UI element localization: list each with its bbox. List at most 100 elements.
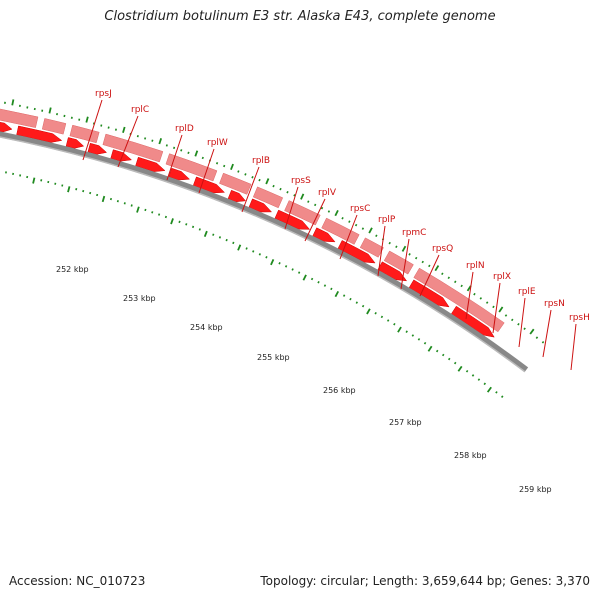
inner-tick [334,290,340,298]
outer-tick [85,116,89,123]
outer-tick [523,327,526,330]
inner-tick [237,244,242,251]
leader-line [570,323,577,371]
kbp-label: 257 kbp [389,418,422,427]
outer-tick [320,206,324,210]
gene-label-rplB: rplB [252,156,270,166]
gene-label-rpsQ: rpsQ [432,244,453,254]
inner-tick [483,382,487,386]
kbp-label: 254 kbp [190,323,223,332]
outer-tick [334,209,339,217]
leader-line [284,186,299,230]
inner-tick [178,220,181,224]
outer-tick [414,256,418,260]
inner-tick [448,357,451,361]
outer-tick [136,134,139,138]
leader-line [465,271,474,320]
gene-label-rplV: rplV [318,188,337,198]
inner-tick [218,236,222,239]
inner-tick [158,213,161,216]
outer-tick [327,210,331,213]
inner-tick [164,215,167,219]
inner-tick [198,228,201,231]
leader-line [241,166,260,213]
topology-stats: Topology: circular; Length: 3,659,644 bp… [260,574,590,588]
minus-gene-arrow [65,137,85,149]
inner-tick [317,281,320,284]
kbp-label: 258 kbp [454,451,487,460]
plus-strand-track [0,108,505,333]
outer-tick [122,126,126,134]
inner-tick [258,253,261,256]
inner-tick [130,204,133,207]
inner-tick [109,197,113,201]
inner-tick [302,274,307,281]
leader-line [492,282,501,334]
inner-tick [330,287,333,291]
outer-tick [388,241,391,245]
inner-tick [453,361,457,365]
inner-tick [144,208,147,212]
inner-tick [32,177,36,184]
inner-tick [225,238,228,242]
leader-line [117,115,139,168]
outer-tick [237,170,240,173]
outer-tick [158,138,163,145]
inner-tick [380,315,384,319]
outer-tick [258,178,261,182]
kbp-label: 259 kbp [519,485,552,494]
outer-tick [114,128,117,131]
gene-label-rplD: rplD [175,124,194,134]
inner-tick [212,233,215,236]
outer-tick [395,245,398,249]
inner-tick [75,188,78,191]
inner-tick [495,391,498,394]
gene-leader-lines [82,99,577,371]
outer-tick [529,328,535,335]
outer-tick [314,203,317,207]
outer-tick [244,173,247,176]
backbone-arc [0,131,529,373]
backbone-ring [0,131,529,373]
inner-tick [284,265,288,268]
outer-tick [300,193,305,200]
inner-tick [270,258,275,266]
minus-gene-arrow [0,121,13,133]
gene-label-rplP: rplP [378,215,396,225]
outer-tick [251,175,254,179]
map-title: Clostridium botulinum E3 str. Alaska E43… [104,9,496,24]
outer-tick [454,280,457,284]
outer-tick [408,253,411,256]
outer-tick [441,272,444,276]
outer-tick [272,184,275,188]
outer-tick [223,164,226,168]
leader-line [518,297,526,348]
inner-tick [185,223,188,226]
inner-tick [361,304,365,308]
outer-tick [361,227,365,230]
outer-tick [286,190,289,194]
inner-tick [89,191,92,195]
inner-tick [405,330,408,333]
outer-tick [511,318,514,322]
outer-tick [401,245,407,252]
inner-tick [291,268,294,271]
outer-tick [151,139,154,142]
outer-tick [473,292,476,296]
outer-tick [541,340,545,344]
inner-tick [471,374,475,377]
gene-label-rplE: rplE [518,287,536,297]
inner-tick [136,206,140,213]
inner-tick [411,334,415,337]
kbp-labels: 252 kbp 253 kbp 254 kbp 255 kbp 256 kbp 257 k… [56,265,552,494]
leader-line [377,225,386,277]
inner-tick [457,365,463,372]
inner-tick [417,338,421,341]
gene-label-rplC: rplC [131,105,149,115]
inner-tick [151,211,154,214]
outer-tick [375,234,378,238]
kbp-label: 253 kbp [123,294,156,303]
gene-label-rpsH: rpsH [569,313,590,323]
plus-gene-block [321,217,360,245]
